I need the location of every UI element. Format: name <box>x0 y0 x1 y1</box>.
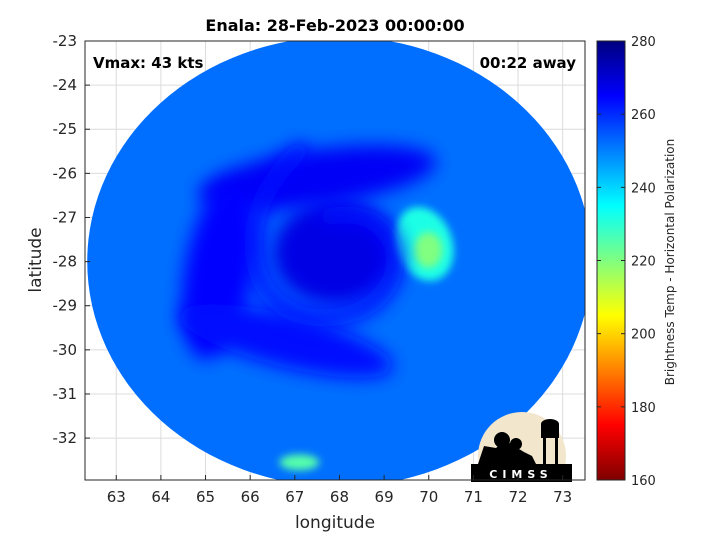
x-tick-label: 67 <box>285 488 304 506</box>
y-tick-label: -28 <box>53 253 78 271</box>
colorbar-tick-label: 260 <box>631 108 656 123</box>
y-axis: -23 -24 -25 -26 -27 -28 -29 -30 -31 -32 <box>53 32 90 447</box>
colorbar-tick-label: 220 <box>631 255 656 270</box>
feature-warm-band-south <box>178 304 393 378</box>
colorbar-tick-label: 200 <box>631 328 656 343</box>
chart-title: Enala: 28-Feb-2023 00:00:00 <box>205 16 464 35</box>
logo-text: CIMSS <box>489 468 552 481</box>
y-tick-label: -31 <box>53 385 78 403</box>
colorbar-ticks: 160 180 200 220 240 260 280 <box>597 35 656 489</box>
y-tick-label: -23 <box>53 32 78 50</box>
vmax-annotation: Vmax: 43 kts <box>93 54 203 72</box>
colorbar-label: Brightness Temp - Horizontal Polarizatio… <box>663 139 677 386</box>
y-axis-label: latitude <box>26 227 46 292</box>
y-tick-label: -25 <box>53 120 78 138</box>
x-tick-label: 66 <box>241 488 260 506</box>
x-tick-label: 64 <box>151 488 170 506</box>
x-tick-label: 71 <box>464 488 483 506</box>
swath-features <box>178 142 454 471</box>
x-axis-label: longitude <box>295 513 375 533</box>
plot-frame <box>84 40 586 481</box>
y-tick-label: -24 <box>53 76 78 94</box>
y-tick-label: -30 <box>53 341 78 359</box>
x-tick-label: 70 <box>419 488 438 506</box>
x-axis: 63 64 65 66 67 68 69 70 71 72 73 <box>107 475 572 506</box>
x-tick-label: 65 <box>196 488 215 506</box>
y-tick-label: -29 <box>53 297 78 315</box>
x-tick-label: 68 <box>330 488 349 506</box>
cimss-logo: CIMSS <box>471 412 572 482</box>
spiral-band <box>244 142 404 327</box>
y-tick-label: -27 <box>53 208 78 226</box>
colorbar-tick-label: 160 <box>631 474 656 489</box>
x-tick-label: 63 <box>107 488 126 506</box>
x-tick-label: 73 <box>553 488 572 506</box>
colorbar-tick-label: 280 <box>631 35 656 50</box>
x-tick-label: 72 <box>508 488 527 506</box>
x-tick-label: 69 <box>375 488 394 506</box>
y-tick-label: -26 <box>53 164 78 182</box>
y-tick-label: -32 <box>53 429 78 447</box>
feature-cold-core <box>414 231 443 268</box>
feature-cold-cloud-south <box>279 454 320 471</box>
microwave-swath <box>87 41 585 480</box>
colorbar-tick-label: 240 <box>631 181 656 196</box>
colorbar <box>596 40 626 481</box>
colorbar-tick-label: 180 <box>631 401 656 416</box>
time-away-annotation: 00:22 away <box>480 54 577 72</box>
